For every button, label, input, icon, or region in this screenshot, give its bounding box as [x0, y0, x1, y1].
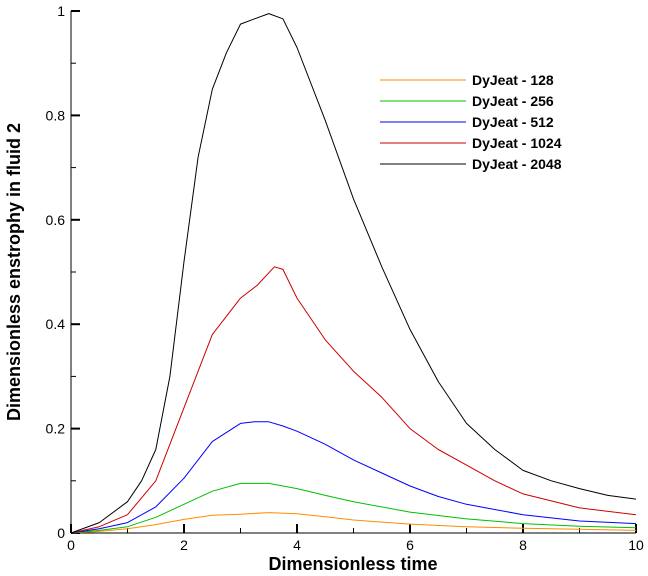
y-tick-label: 0.8 — [46, 107, 66, 123]
legend-label: DyJeat - 128 — [472, 72, 554, 88]
x-tick-label: 10 — [628, 537, 644, 553]
y-tick-label: 0.6 — [46, 212, 66, 228]
series-line-dyjeat-256 — [70, 482, 637, 534]
y-tick-label: 1 — [57, 3, 65, 19]
x-tick-label: 0 — [67, 537, 75, 553]
y-tick-label: 0.2 — [46, 421, 66, 437]
y-tick-label: 0.4 — [46, 316, 66, 332]
series-line-dyjeat-128 — [70, 512, 637, 534]
plot-frame — [70, 11, 636, 534]
series-line-dyjeat-2048 — [70, 13, 637, 534]
legend-label: DyJeat - 2048 — [472, 156, 562, 172]
legend: DyJeat - 128 DyJeat - 256 DyJeat - 512 DyJe… — [380, 72, 562, 172]
legend-label: DyJeat - 512 — [472, 114, 554, 130]
series-layer — [70, 13, 637, 534]
legend-label: DyJeat - 256 — [472, 93, 554, 109]
x-tick-label: 4 — [293, 537, 301, 553]
x-axis-title: Dimensionless time — [268, 554, 437, 574]
y-axis-title: Dimensionless enstrophy in fluid 2 — [4, 123, 24, 421]
series-line-dyjeat-512 — [70, 421, 637, 534]
series-line-dyjeat-1024 — [70, 266, 637, 534]
y-axis-ticks: 0 0.2 0.4 0.6 0.8 1 — [46, 3, 80, 541]
x-axis-ticks: 0 2 4 6 8 10 — [67, 524, 644, 553]
legend-label: DyJeat - 1024 — [472, 135, 562, 151]
x-tick-label: 8 — [519, 537, 527, 553]
x-tick-label: 2 — [180, 537, 188, 553]
x-tick-label: 6 — [406, 537, 414, 553]
y-tick-label: 0 — [57, 525, 65, 541]
